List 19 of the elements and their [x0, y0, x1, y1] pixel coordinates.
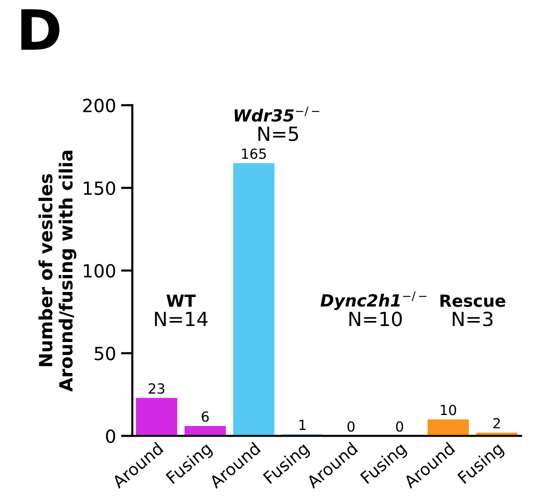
data-label: 165 [242, 148, 266, 159]
y-tick-label: 0 [106, 429, 116, 443]
y-tick-label: 200 [83, 98, 116, 112]
data-label: 0 [396, 421, 404, 432]
data-label: 2 [493, 418, 500, 428]
annotation: Wdr35$^{−/−}$ N=5 [234, 106, 320, 142]
data-label: 0 [347, 421, 354, 432]
data-label: 23 [148, 383, 164, 394]
annotation: Dync2h1$^{−/−}$ N=10 [320, 292, 426, 326]
data-label: 1 [300, 420, 306, 430]
data-label: 6 [202, 411, 209, 422]
chart-title: D [21, 9, 60, 50]
y-tick-label: 100 [84, 264, 116, 278]
y-tick-label: 150 [84, 181, 116, 195]
data-label: 10 [440, 404, 456, 416]
y-tick-label: 50 [94, 346, 116, 360]
annotation: Rescue N=3 [440, 294, 506, 326]
y-axis-title: Number of vesicles Around/fusing with cilia [38, 150, 76, 392]
annotation: WT N=14 [155, 294, 208, 326]
